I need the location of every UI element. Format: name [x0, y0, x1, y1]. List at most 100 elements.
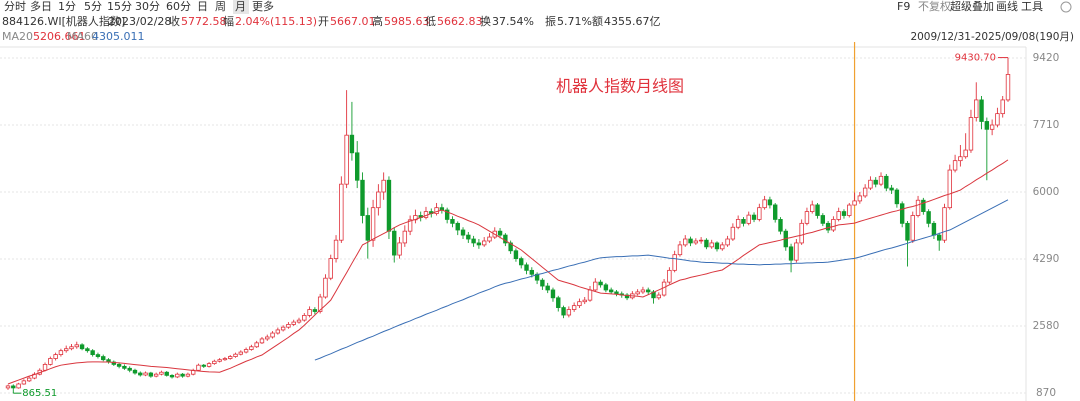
candle-body [698, 239, 704, 242]
candle-body [841, 211, 847, 216]
label: 开 [318, 15, 329, 28]
period-tab[interactable]: 5分 [84, 0, 102, 13]
candle-body [577, 301, 582, 307]
ma-value: 5206.661 [33, 30, 86, 43]
candle-body [926, 211, 931, 224]
y-tick-label: 2580 [1033, 320, 1060, 332]
candle-body [148, 372, 154, 377]
candle-body [889, 187, 894, 191]
y-tick-label: 9420 [1033, 52, 1060, 64]
candle-body [206, 363, 212, 367]
period-tab[interactable]: 1分 [58, 0, 76, 13]
candle-body [767, 199, 773, 206]
candle-body [884, 175, 889, 189]
candle-body [593, 281, 598, 291]
tool-button[interactable]: 画线 [996, 0, 1018, 13]
tool-button[interactable]: F9 [897, 0, 910, 13]
label: 高 [372, 14, 383, 28]
candle-body [937, 234, 942, 241]
candle-body [270, 332, 275, 338]
tool-button[interactable]: 不复权 [918, 0, 951, 13]
period-tab[interactable]: 60分 [166, 0, 191, 13]
period-tab[interactable]: 分时 [4, 0, 26, 13]
settings-icon[interactable] [1060, 1, 1072, 13]
candle-body [968, 117, 974, 151]
tool-button[interactable]: 超级叠加 [950, 0, 994, 13]
candle-body [159, 371, 164, 375]
candle-body [772, 204, 778, 220]
candle-body [667, 269, 672, 283]
candle-body [79, 344, 85, 350]
candle-body [360, 179, 365, 216]
low: 5662.83 [437, 15, 483, 28]
candle-body [85, 348, 90, 352]
candle-body [720, 244, 725, 250]
ma-line [7, 159, 1009, 385]
period-tab[interactable]: 30分 [135, 0, 160, 13]
candle-body [958, 156, 963, 162]
active-period-bg [233, 0, 249, 14]
candle-body [487, 236, 492, 242]
high: 5985.63 [384, 15, 430, 28]
candle-body [556, 297, 561, 308]
candle-body [212, 360, 217, 365]
period-tab[interactable]: 月 [235, 0, 246, 13]
candle-body [757, 207, 762, 220]
period-tab[interactable]: 15分 [107, 0, 132, 13]
period-tab[interactable]: 多日 [30, 0, 52, 13]
candle-body [392, 230, 397, 256]
candle-body [333, 239, 339, 260]
candle-body [296, 319, 302, 323]
candle-body [317, 296, 323, 312]
label: 振 [545, 14, 556, 28]
candle-body [989, 124, 995, 130]
candle-body [143, 372, 148, 376]
candle-body [323, 277, 328, 298]
tool-button[interactable]: 工具 [1021, 0, 1043, 13]
candle-body [974, 99, 979, 118]
ma-legend: MA20 [2, 30, 33, 43]
candle-body [116, 363, 122, 367]
candle-body [64, 348, 69, 352]
code: 884126.WI[机器人指数] [2, 14, 125, 28]
label: 换 [480, 14, 491, 28]
candle-body [566, 309, 572, 316]
candle-body [868, 179, 873, 189]
candle-body [862, 187, 868, 197]
candle-body [90, 350, 95, 356]
candle-body [561, 307, 566, 316]
candle-body [48, 358, 53, 365]
candle-body [233, 353, 238, 357]
candle-body [656, 294, 661, 299]
candle-body [280, 326, 286, 331]
period-tab[interactable]: 日 [197, 0, 208, 13]
period-tab[interactable]: 更多 [252, 0, 274, 13]
candle-body [810, 204, 815, 212]
candle-body [857, 195, 863, 202]
period-tab[interactable]: 周 [215, 0, 226, 13]
candle-body [831, 219, 836, 231]
candle-body [603, 284, 609, 291]
candle-body [69, 346, 74, 350]
range-label: 2009/12/31-2025/09/08(190月) [910, 31, 1074, 43]
candle-body [714, 242, 720, 250]
candle-body [820, 215, 826, 224]
max-label: 9430.70 [955, 53, 996, 64]
label: 幅 [223, 15, 234, 28]
candle-body [545, 285, 550, 291]
candle-body [519, 258, 524, 266]
candle-body [963, 149, 968, 158]
candle-body [508, 242, 513, 252]
candle-body [169, 374, 175, 378]
candle-body [455, 222, 460, 231]
candle-body [217, 359, 222, 362]
candle-body [16, 383, 21, 389]
candle-body [614, 291, 619, 295]
candle-body [778, 219, 783, 232]
candle-body [481, 240, 487, 246]
chart-title: 机器人指数月线图 [556, 77, 684, 96]
candle-body [899, 203, 905, 224]
ma-value: 4305.011 [92, 30, 145, 43]
candle-body [132, 369, 138, 374]
